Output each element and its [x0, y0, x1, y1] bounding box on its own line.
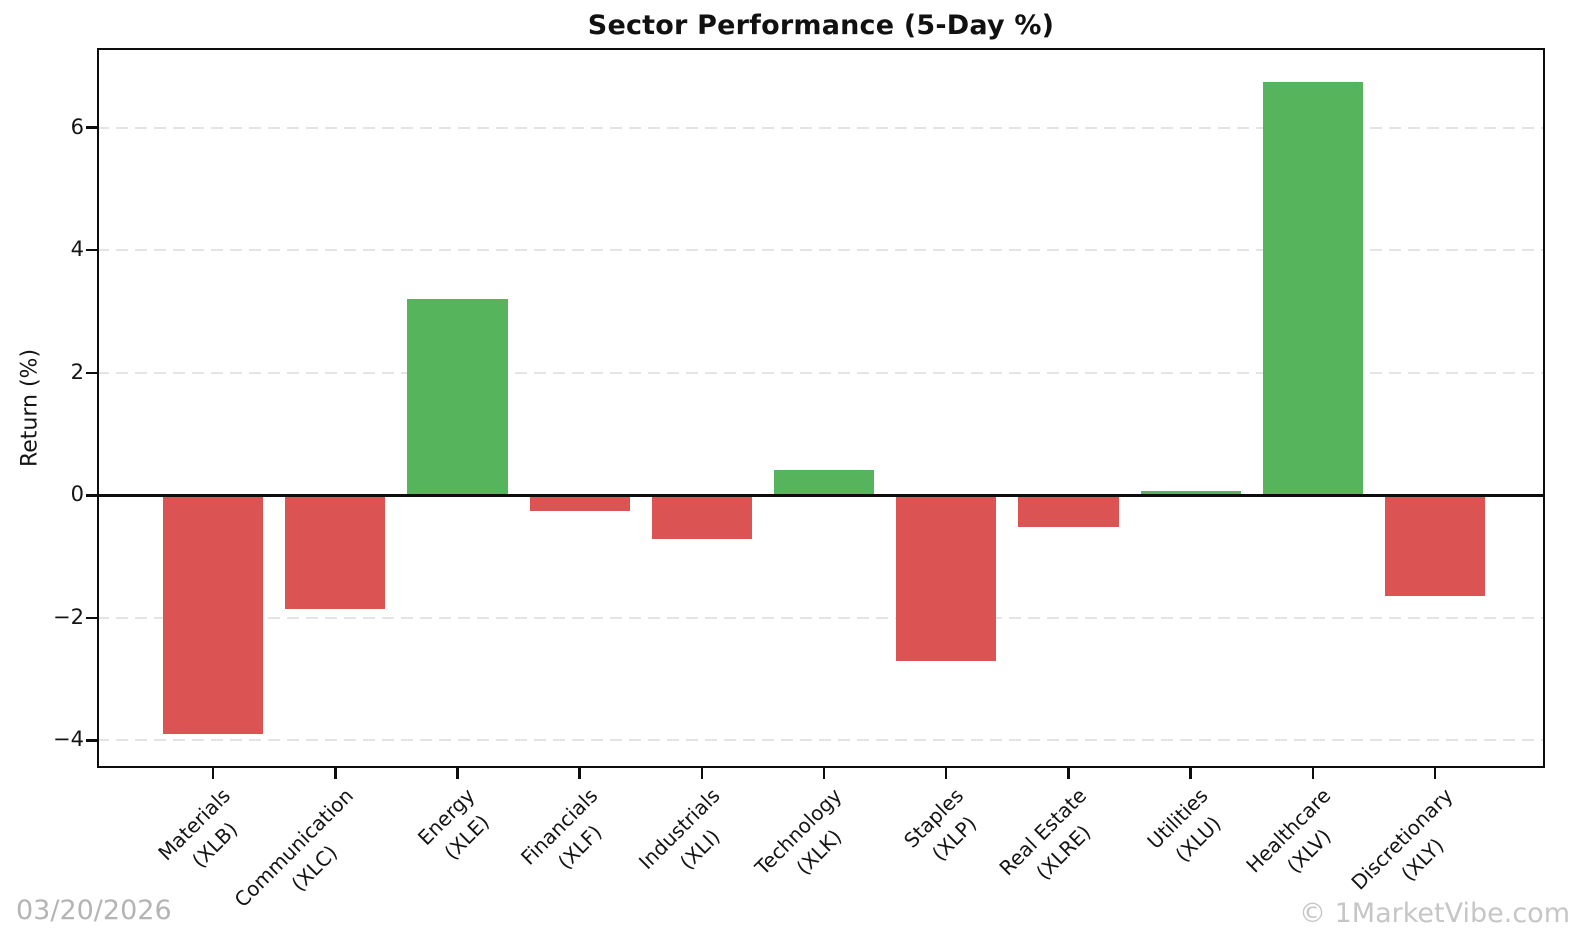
date-label: 03/20/2026 — [16, 895, 172, 926]
bar-xlp — [896, 495, 997, 661]
grid-line — [97, 126, 1545, 129]
bar-xli — [651, 495, 752, 540]
y-tick-label: −4 — [53, 727, 84, 752]
x-tick-mark — [1067, 768, 1070, 779]
x-tick-label: Industrials (XLI) — [632, 782, 747, 897]
bar-xlv — [1262, 81, 1363, 496]
y-tick-mark — [86, 739, 97, 742]
bar-xlre — [1018, 495, 1119, 528]
bar-xlk — [773, 469, 875, 496]
grid-line — [97, 616, 1545, 619]
x-tick-label: Discretionary (XLY) — [1345, 782, 1480, 917]
x-tick-mark — [1189, 768, 1192, 779]
x-tick-mark — [944, 768, 948, 779]
x-tick-mark — [211, 768, 215, 779]
y-tick-label: 4 — [70, 237, 84, 262]
watermark: © 1MarketVibe.com — [1299, 898, 1570, 929]
x-tick-mark — [700, 768, 704, 779]
bar-xle — [407, 299, 508, 496]
plot-border — [97, 48, 1545, 768]
y-tick-mark — [86, 371, 97, 375]
y-axis-label: Return (%) — [17, 348, 43, 468]
bar-xlf — [529, 495, 630, 511]
y-tick-label: 6 — [70, 114, 84, 139]
x-tick-label: Real Estate (XLRE) — [993, 782, 1114, 903]
x-tick-label: Financials (XLF) — [514, 782, 624, 892]
x-tick-mark — [1311, 768, 1315, 779]
y-tick-label: −2 — [53, 604, 84, 629]
x-tick-mark — [578, 768, 581, 779]
grid-line — [97, 739, 1545, 742]
y-tick-mark — [86, 248, 97, 252]
x-tick-label: Technology (XLK) — [749, 782, 869, 902]
x-tick-label: Communication (XLC) — [228, 782, 380, 934]
bar-xlb — [162, 495, 264, 735]
zero-line — [97, 494, 1545, 497]
x-tick-label: Materials (XLB) — [152, 782, 258, 888]
bar-xlu — [1140, 491, 1241, 496]
bar-xly — [1384, 495, 1486, 597]
x-tick-mark — [1433, 768, 1437, 779]
x-tick-label: Staples (XLP) — [898, 782, 991, 875]
x-tick-label: Energy (XLE) — [412, 782, 503, 873]
x-tick-label: Utilities (XLU) — [1141, 782, 1235, 876]
y-tick-mark — [86, 616, 97, 620]
chart-title: Sector Performance (5-Day %) — [587, 10, 1055, 41]
x-tick-mark — [334, 768, 337, 779]
x-tick-mark — [456, 768, 459, 779]
x-tick-label: Healthcare (XLV) — [1240, 782, 1358, 900]
y-tick-label: 2 — [70, 359, 84, 384]
bar-xlc — [285, 495, 386, 609]
grid-line — [97, 371, 1545, 374]
y-tick-mark — [86, 126, 97, 129]
x-tick-mark — [822, 768, 826, 779]
grid-line — [97, 249, 1545, 252]
y-tick-mark — [86, 494, 97, 497]
y-tick-label: 0 — [70, 482, 84, 507]
